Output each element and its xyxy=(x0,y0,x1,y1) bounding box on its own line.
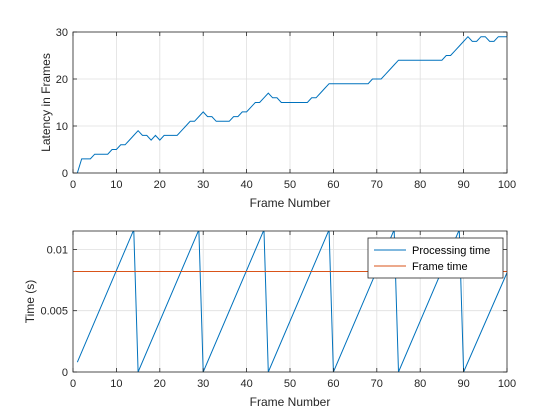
chart-2-x-tick-label: 90 xyxy=(457,378,469,390)
chart-2-x-tick-label: 50 xyxy=(284,378,296,390)
chart-2-legend-box xyxy=(367,237,504,279)
chart-1-x-tick-label: 60 xyxy=(327,179,339,191)
chart-2-x-tick-label: 40 xyxy=(240,378,252,390)
chart-2: 0 10 20 30 40 50 60 70 80 90 100 0 0.005 0.01 Frame Nu… xyxy=(23,230,516,409)
chart-1-x-tick-label: 10 xyxy=(110,179,122,191)
chart-1: 0 10 20 30 40 50 60 70 80 90 100 0 10 20 30 Frame Numbe… xyxy=(39,27,516,210)
chart-1-y-tick-label: 0 xyxy=(62,168,68,180)
chart-2-x-axis-label: Frame Number xyxy=(250,395,331,409)
chart-1-x-tick-label: 80 xyxy=(414,179,426,191)
chart-1-x-tick-label: 70 xyxy=(371,179,383,191)
chart-1-y-axis-label: Latency in Frames xyxy=(39,53,53,152)
chart-2-y-tick-label: 0 xyxy=(62,367,68,379)
chart-1-x-tick-label: 50 xyxy=(284,179,296,191)
chart-1-x-axis-label: Frame Number xyxy=(250,196,331,210)
chart-2-legend-label: Frame time xyxy=(412,261,468,273)
chart-2-x-tick-label: 20 xyxy=(154,378,166,390)
chart-1-x-tick-label: 40 xyxy=(240,179,252,191)
chart-2-y-tick-label: 0.005 xyxy=(40,306,68,318)
chart-2-x-tick-label: 80 xyxy=(414,378,426,390)
chart-2-legend-label: Processing time xyxy=(412,245,490,257)
chart-2-y-axis-label: Time (s) xyxy=(23,280,37,324)
chart-1-x-tick-label: 20 xyxy=(154,179,166,191)
chart-1-series-1-line xyxy=(76,35,507,173)
chart-1-x-tick-label: 90 xyxy=(457,179,469,191)
chart-2-legend: Processing time Frame time xyxy=(367,237,504,279)
chart-2-x-tick-label: 10 xyxy=(110,378,122,390)
chart-1-y-tick-label: 30 xyxy=(56,27,68,39)
chart-1-x-tick-label: 30 xyxy=(197,179,209,191)
chart-2-x-tick-label: 70 xyxy=(371,378,383,390)
chart-1-x-tick-label: 0 xyxy=(70,179,76,191)
chart-2-y-tick-label: 0.01 xyxy=(47,244,68,256)
chart-2-x-tick-label: 30 xyxy=(197,378,209,390)
chart-2-x-tick-label: 60 xyxy=(327,378,339,390)
chart-1-y-tick-label: 20 xyxy=(56,74,68,86)
chart-1-y-tick-label: 10 xyxy=(56,121,68,133)
chart-2-x-tick-label: 100 xyxy=(498,378,516,390)
chart-1-x-tick-label: 100 xyxy=(498,179,516,191)
chart-2-x-tick-label: 0 xyxy=(70,378,76,390)
